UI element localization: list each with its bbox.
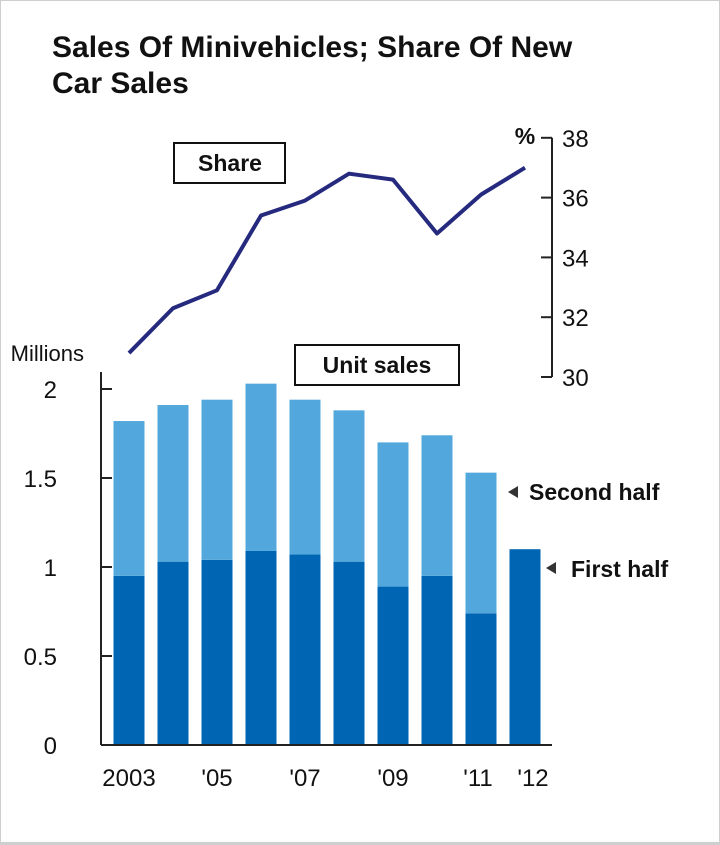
bar-second-half-2010 [421,435,453,576]
x-tick-label: '11 [463,765,493,792]
bar-second-half-2003 [113,421,145,576]
legend-second-half: Second half [529,479,660,505]
share-line [127,165,527,355]
share-y-tick-label: 36 [562,186,589,213]
bar-first-half-2004 [157,561,189,745]
bar-y-tick-label: 1 [44,555,57,582]
bar-second-half-2008 [333,410,365,562]
bar-first-half-2012 [509,549,541,745]
x-tick-label: '09 [377,765,408,792]
bar-axis-unit: Millions [11,341,84,366]
x-tick-label: '12 [517,765,548,792]
bar-y-tick-label: 2 [44,377,57,404]
bar-y-tick-label: 0.5 [24,644,57,671]
legend-first-half: First half [571,556,668,582]
bar-y-tick-label: 1.5 [24,466,57,493]
bar-first-half-2003 [113,575,145,745]
bar-second-half-2006 [245,383,277,551]
x-tick-label: 2003 [102,765,155,792]
bar-first-half-2011 [465,613,497,745]
bar-y-tick-label: 0 [44,733,57,760]
first-half-pointer-icon [546,562,556,574]
bar-first-half-2010 [421,575,453,745]
share-y-tick-label: 32 [562,305,589,332]
bar-first-half-2008 [333,561,365,745]
bar-first-half-2006 [245,550,277,745]
x-tick-label: '05 [201,765,232,792]
share-label: Share [198,150,262,176]
chart-title: Sales Of Minivehicles; Share Of New Car … [52,31,573,100]
x-tick-label: '07 [289,765,320,792]
share-axis-unit: % [515,123,535,149]
bar-first-half-2007 [289,554,321,745]
unit-sales-label: Unit sales [323,352,432,378]
bar-second-half-2004 [157,405,189,562]
share-label-box [173,142,286,184]
bar-second-half-2011 [465,472,497,614]
bar-second-half-2009 [377,442,409,587]
share-y-tick-label: 38 [562,126,589,153]
bar-second-half-2005 [201,399,233,560]
share-y-tick-label: 34 [562,245,589,272]
second-half-pointer-icon [508,486,518,498]
bar-second-half-2007 [289,399,321,555]
share-y-tick-label: 30 [562,365,589,392]
bar-first-half-2009 [377,586,409,745]
bar-first-half-2005 [201,559,233,745]
unit-sales-label-box [294,344,460,386]
